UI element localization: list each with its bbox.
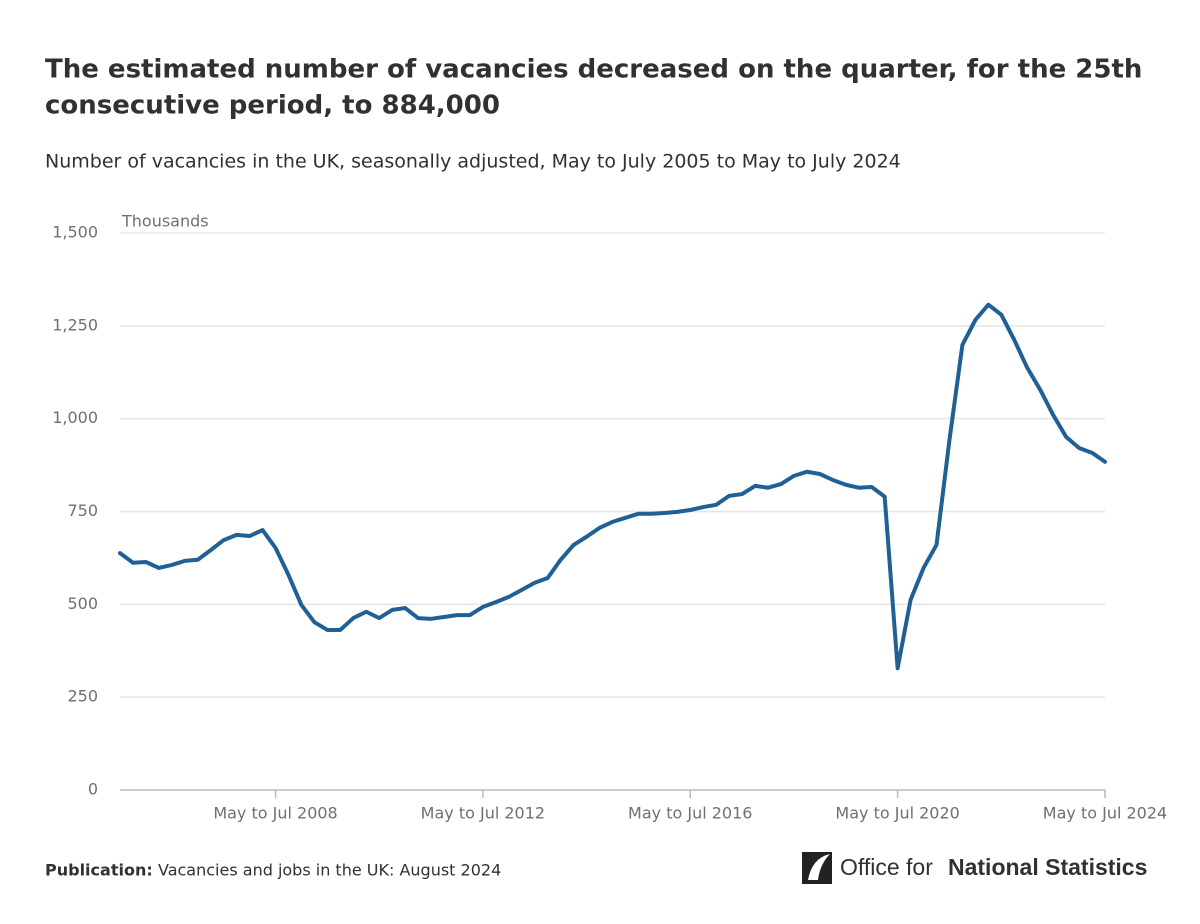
x-tick-label: May to Jul 2020 — [835, 804, 959, 823]
logo: Office for National Statistics — [802, 852, 1147, 884]
y-tick-label: 500 — [67, 594, 98, 613]
logo-icon-mark — [808, 854, 830, 880]
logo-text: National Statistics — [948, 854, 1147, 880]
footer-label: Publication: — [45, 861, 153, 880]
y-tick-label: 0 — [88, 780, 98, 799]
y-tick-label: 1,500 — [52, 223, 98, 242]
chart-subtitle: Number of vacancies in the UK, seasonall… — [45, 151, 901, 173]
y-tick-label: 750 — [67, 501, 98, 520]
series-line — [118, 302, 1107, 671]
logo-text: Office for — [840, 854, 933, 880]
y-tick-label: 1,250 — [52, 315, 98, 334]
x-tick-label: May to Jul 2016 — [628, 804, 752, 823]
chart-title: The estimated number of vacancies decrea… — [45, 55, 1142, 85]
x-tick-label: May to Jul 2012 — [421, 804, 545, 823]
y-tick-label: 250 — [67, 687, 98, 706]
x-tick-label: May to Jul 2008 — [213, 804, 337, 823]
y-tick-label: 1,000 — [52, 408, 98, 427]
footer-text: Vacancies and jobs in the UK: August 202… — [158, 861, 501, 880]
x-tick-label: May to Jul 2024 — [1043, 804, 1167, 823]
y-axis-label: Thousands — [121, 212, 209, 231]
chart-title: consecutive period, to 884,000 — [45, 91, 500, 121]
